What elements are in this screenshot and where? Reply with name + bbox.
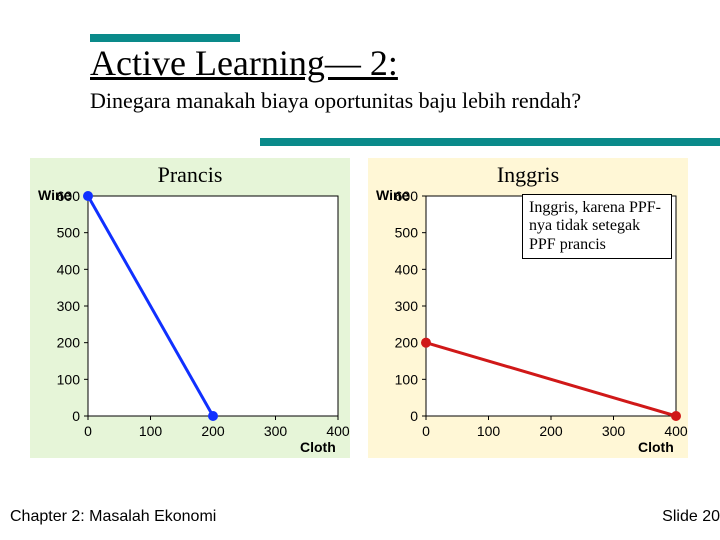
svg-text:300: 300 — [57, 298, 81, 314]
svg-text:100: 100 — [477, 423, 501, 439]
svg-text:300: 300 — [395, 298, 419, 314]
svg-text:500: 500 — [395, 225, 419, 241]
slide-title: Active Learning— 2: — [90, 43, 398, 83]
footer-right: Slide 20 — [662, 508, 720, 526]
slide-subtitle: Dinegara manakah biaya oportunitas baju … — [90, 88, 581, 114]
svg-text:300: 300 — [602, 423, 626, 439]
svg-text:0: 0 — [84, 423, 92, 439]
charts-row: Prancis WineCloth01002003004005006000100… — [30, 158, 688, 458]
svg-text:200: 200 — [201, 423, 225, 439]
svg-text:400: 400 — [664, 423, 688, 439]
svg-text:100: 100 — [139, 423, 163, 439]
chart-france-svg: WineCloth0100200300400500600010020030040… — [30, 186, 350, 456]
svg-text:400: 400 — [57, 261, 81, 277]
chart-england-title: Inggris — [368, 162, 688, 188]
svg-text:400: 400 — [395, 261, 419, 277]
accent-bar-top — [90, 34, 240, 42]
svg-text:Cloth: Cloth — [300, 439, 336, 455]
svg-text:600: 600 — [395, 188, 419, 204]
svg-text:Cloth: Cloth — [638, 439, 674, 455]
svg-text:500: 500 — [57, 225, 81, 241]
svg-text:0: 0 — [422, 423, 430, 439]
svg-text:0: 0 — [410, 408, 418, 424]
title-block: Active Learning— 2: — [90, 42, 398, 84]
chart-france: Prancis WineCloth01002003004005006000100… — [30, 158, 350, 458]
footer-left: Chapter 2: Masalah Ekonomi — [10, 508, 216, 526]
chart-france-title: Prancis — [30, 162, 350, 188]
svg-text:200: 200 — [539, 423, 563, 439]
accent-bar-mid — [260, 138, 720, 146]
svg-text:200: 200 — [57, 335, 81, 351]
svg-text:400: 400 — [326, 423, 350, 439]
chart-england: Inggris WineCloth01002003004005006000100… — [368, 158, 688, 458]
chart-england-annotation: Inggris, karena PPF-nya tidak setegak PP… — [522, 194, 672, 259]
svg-text:100: 100 — [57, 371, 81, 387]
svg-text:0: 0 — [72, 408, 80, 424]
svg-text:300: 300 — [264, 423, 288, 439]
svg-text:100: 100 — [395, 371, 419, 387]
svg-text:200: 200 — [395, 335, 419, 351]
svg-text:600: 600 — [57, 188, 81, 204]
